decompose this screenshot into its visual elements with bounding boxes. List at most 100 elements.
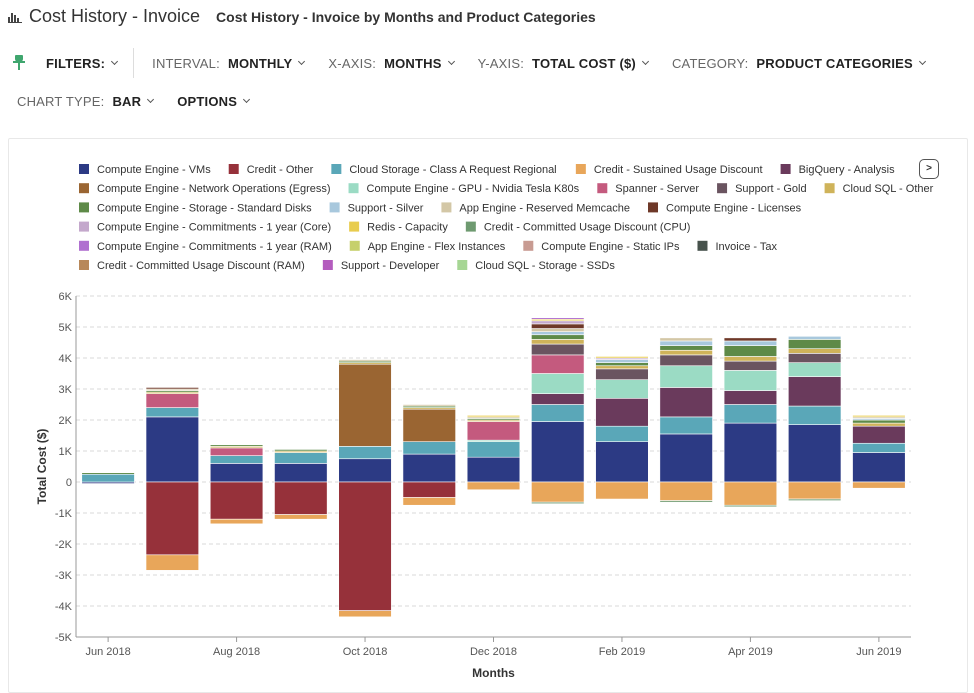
legend-swatch xyxy=(465,221,476,232)
bar-segment xyxy=(788,353,842,363)
bar-chart-icon xyxy=(8,11,22,23)
xaxis-value: MONTHS xyxy=(384,55,442,71)
bar-segment xyxy=(659,345,713,351)
bar-segment xyxy=(531,343,585,356)
legend-label: Credit - Committed Usage Discount (CPU) xyxy=(484,222,691,234)
bar-segment xyxy=(723,356,778,362)
bar-segment xyxy=(659,433,713,483)
bar-segment xyxy=(402,408,456,442)
legend-label: Support - Gold xyxy=(735,183,807,195)
y-tick-label: -5K xyxy=(55,632,73,644)
bar-segment xyxy=(531,339,585,345)
legend-swatch xyxy=(648,202,659,213)
legend-label: Invoice - Tax xyxy=(715,241,777,253)
legend-swatch xyxy=(79,202,89,213)
legend-swatch xyxy=(79,164,89,174)
bar-segment xyxy=(659,340,713,346)
legend-swatch xyxy=(79,221,89,232)
y-tick-label: -3K xyxy=(55,570,73,582)
bar-segment xyxy=(852,442,906,453)
y-tick-label: 2K xyxy=(59,415,73,427)
bar-segment xyxy=(338,610,392,618)
legend-label: Compute Engine - VMs xyxy=(97,164,211,176)
bar-segment xyxy=(338,363,392,447)
options-dropdown[interactable]: OPTIONS xyxy=(177,93,251,109)
legend-swatch xyxy=(79,240,89,251)
bar-segment xyxy=(466,456,521,483)
bar-segment xyxy=(466,415,521,418)
legend-swatch xyxy=(523,240,534,251)
bar-segment xyxy=(723,481,778,506)
bar-segment xyxy=(852,481,906,489)
bar-segment xyxy=(531,481,585,503)
category-dropdown[interactable]: CATEGORY: PRODUCT CATEGORIES xyxy=(671,55,926,71)
charttype-value: BAR xyxy=(112,93,142,109)
app-title: Cost History - Invoice xyxy=(29,6,201,26)
legend-swatch xyxy=(79,260,89,270)
bar-segment xyxy=(338,359,392,362)
bar-segment xyxy=(595,356,649,359)
legend-label: Credit - Sustained Usage Discount xyxy=(594,164,763,176)
legend-label: Compute Engine - Commitments - 1 year (R… xyxy=(97,241,332,253)
options-label: OPTIONS xyxy=(177,93,238,109)
bar-segment xyxy=(852,419,906,424)
bar-segment xyxy=(338,481,392,611)
bar-segment xyxy=(852,422,906,427)
charttype-dropdown[interactable]: CHART TYPE: BAR xyxy=(17,93,155,109)
legend-swatch xyxy=(348,183,359,194)
x-tick-label: Aug 2018 xyxy=(213,646,260,658)
chart-title: Cost History - Invoice by Months and Pro… xyxy=(216,9,596,25)
legend-label: Compute Engine - Storage - Standard Disk… xyxy=(97,202,312,214)
x-tick-label: Jun 2018 xyxy=(85,646,130,658)
legend-label: Credit - Committed Usage Discount (RAM) xyxy=(97,260,305,272)
bar-segment xyxy=(145,387,199,390)
bar-segment xyxy=(531,501,585,504)
bar-segment xyxy=(145,554,199,571)
pin-icon[interactable] xyxy=(12,55,26,71)
y-tick-label: 4K xyxy=(59,353,73,365)
y-tick-label: 0 xyxy=(66,477,72,489)
bar-segment xyxy=(852,415,906,418)
interval-value: MONTHLY xyxy=(227,55,293,71)
legend-label: Compute Engine - GPU - Nvidia Tesla K80s xyxy=(367,183,580,195)
bar-segment xyxy=(723,340,778,346)
bar-segment xyxy=(595,365,649,370)
bar-segment xyxy=(723,337,778,342)
yaxis-dropdown[interactable]: Y-AXIS: TOTAL COST ($) xyxy=(477,55,650,71)
legend-label: Support - Developer xyxy=(341,260,440,272)
category-value: PRODUCT CATEGORIES xyxy=(756,55,913,71)
bar-segment xyxy=(531,354,585,374)
bar-segment xyxy=(209,463,264,483)
bar-segment xyxy=(595,481,649,500)
bar-segment xyxy=(274,449,328,452)
interval-dropdown[interactable]: INTERVAL: MONTHLY xyxy=(152,55,306,71)
bar-segment xyxy=(402,453,456,483)
legend-label: Cloud Storage - Class A Request Regional xyxy=(349,164,556,176)
legend-label: Cloud SQL - Storage - SSDs xyxy=(475,260,615,272)
xaxis-label: X-AXIS: xyxy=(328,55,377,71)
x-tick-label: Oct 2018 xyxy=(343,646,388,658)
bar-segment xyxy=(145,407,199,418)
bar-segment xyxy=(274,514,328,520)
charttype-label: CHART TYPE: xyxy=(17,93,105,109)
legend-label: App Engine - Flex Instances xyxy=(368,241,506,253)
bar-segment xyxy=(274,452,328,464)
bar-segment xyxy=(209,444,264,447)
xaxis-dropdown[interactable]: X-AXIS: MONTHS xyxy=(328,55,455,71)
bar-segment xyxy=(81,472,135,475)
legend-expand-button[interactable]: > xyxy=(919,159,939,179)
bar-segment xyxy=(595,362,649,367)
yaxis-label: Y-AXIS: xyxy=(477,55,525,71)
bar-segment xyxy=(338,458,392,483)
divider xyxy=(133,48,135,78)
bar-segment xyxy=(531,323,585,329)
toolbar-row-2: CHART TYPE: BAR OPTIONS xyxy=(17,88,251,114)
yaxis-value: TOTAL COST ($) xyxy=(532,55,636,71)
filters-dropdown[interactable]: FILTERS: xyxy=(46,56,119,71)
bar-segment xyxy=(852,452,906,483)
bar-segment xyxy=(659,354,713,367)
bar-segment xyxy=(788,339,842,349)
legend-label: Support - Silver xyxy=(348,202,424,214)
category-label: CATEGORY: xyxy=(671,55,749,71)
legend-swatch xyxy=(331,164,342,174)
